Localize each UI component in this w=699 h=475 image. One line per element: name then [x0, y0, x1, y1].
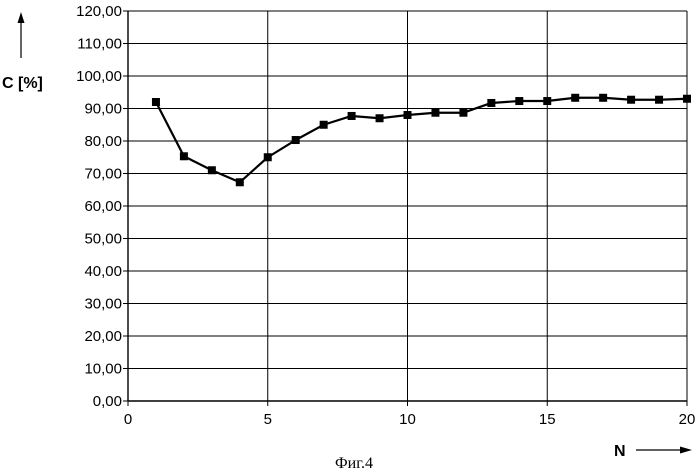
data-point-marker: [152, 98, 160, 106]
y-tick-label: 90,00: [84, 101, 122, 118]
y-tick-label: 20,00: [84, 328, 122, 345]
series-line: [156, 98, 687, 182]
data-point-marker: [459, 109, 467, 117]
y-tick-label: 0,00: [93, 393, 122, 410]
x-axis-arrowhead: [680, 447, 692, 454]
y-tick-label: 100,00: [76, 68, 122, 85]
data-point-marker: [376, 114, 384, 122]
data-point-marker: [627, 96, 635, 104]
axes: [123, 11, 687, 406]
data-point-marker: [320, 121, 328, 129]
figure-caption: Фиг.4: [335, 455, 373, 472]
y-axis-title: C [%]: [2, 75, 43, 92]
data-point-marker: [487, 99, 495, 107]
y-tick-label: 50,00: [84, 231, 122, 248]
y-tick-label: 110,00: [77, 36, 122, 53]
x-tick-label: 5: [264, 411, 272, 428]
data-point-marker: [236, 178, 244, 186]
data-point-marker: [683, 95, 691, 103]
data-point-marker: [264, 153, 272, 161]
y-tick-label: 70,00: [84, 166, 122, 183]
x-axis-title: N: [614, 443, 626, 460]
data-point-marker: [404, 111, 412, 119]
x-axis-title-group: N: [614, 443, 692, 460]
y-tick-label: 40,00: [84, 263, 122, 280]
y-axis-title-group: C [%]: [2, 12, 43, 92]
x-tick-label: 20: [679, 411, 696, 428]
y-tick-label: 30,00: [84, 296, 122, 313]
y-tick-label: 120,00: [76, 3, 122, 20]
y-tick-label: 60,00: [84, 198, 122, 215]
series: [152, 94, 691, 186]
x-tick-label: 15: [539, 411, 556, 428]
grid: [128, 11, 687, 401]
data-point-marker: [515, 97, 523, 105]
y-tick-label: 80,00: [84, 133, 122, 150]
data-point-marker: [180, 152, 188, 160]
y-axis-arrowhead: [18, 12, 25, 23]
data-point-marker: [543, 97, 551, 105]
x-tick-label: 10: [399, 411, 416, 428]
data-point-marker: [431, 109, 439, 117]
data-point-marker: [655, 96, 663, 104]
data-point-marker: [599, 94, 607, 102]
data-point-marker: [571, 94, 579, 102]
y-tick-label: 10,00: [84, 361, 122, 378]
data-point-marker: [292, 136, 300, 144]
data-point-marker: [348, 112, 356, 120]
x-tick-label: 0: [124, 411, 132, 428]
y-tick-labels: 0,00 10,00 20,00 30,00 40,00 50,00 60,00 70,00 8…: [76, 3, 122, 410]
data-point-marker: [208, 166, 216, 174]
x-tick-labels: 0 5 10 15 20: [124, 411, 696, 428]
